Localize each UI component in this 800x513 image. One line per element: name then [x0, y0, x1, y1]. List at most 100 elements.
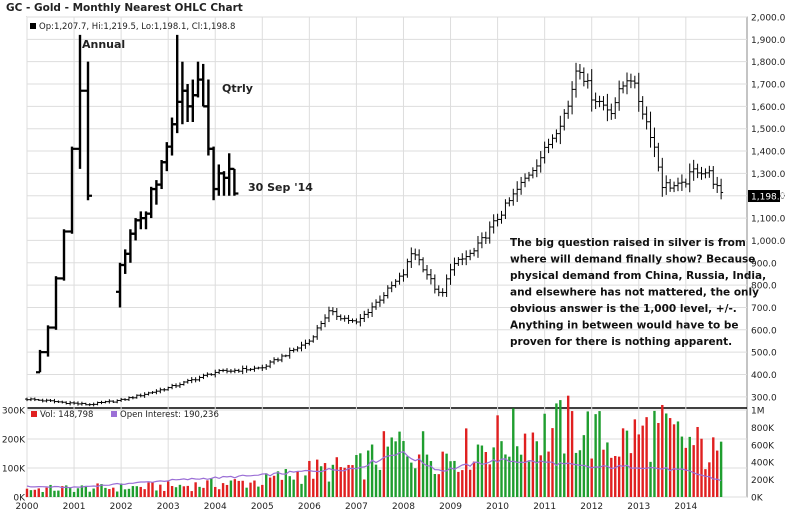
volume-right-tick-label: 600K	[751, 441, 775, 451]
volume-bar	[661, 404, 664, 497]
volume-bar	[523, 433, 527, 497]
volume-legend-text: Vol: 148,798	[40, 410, 93, 420]
volume-bar	[370, 444, 374, 497]
year-tick-label: 2012	[580, 502, 603, 512]
volume-bar	[535, 441, 539, 497]
volume-bar	[641, 425, 644, 497]
volume-bar	[406, 456, 409, 497]
volume-bar	[394, 441, 397, 497]
volume-bar	[665, 413, 668, 497]
volume-bar	[45, 487, 48, 497]
volume-bar	[214, 486, 217, 497]
oi-legend-swatch	[111, 411, 117, 417]
volume-bar	[586, 411, 589, 497]
volume-bar	[594, 414, 597, 497]
annotation-annual: Annual	[82, 38, 125, 51]
volume-bar	[198, 486, 201, 497]
volume-bar	[68, 487, 72, 497]
volume-bar	[151, 482, 154, 497]
volume-bar	[155, 490, 158, 497]
oi-legend-text: Open Interest: 190,236	[120, 410, 219, 420]
volume-bar	[65, 485, 68, 497]
volume-bar	[139, 486, 142, 497]
volume-bar	[351, 465, 354, 497]
price-tick-label: 1,800.0	[751, 58, 786, 68]
volume-bar	[472, 461, 476, 497]
volume-bar	[61, 486, 64, 497]
volume-bar	[598, 411, 601, 497]
volume-bar	[417, 454, 421, 497]
volume-bar	[531, 432, 535, 497]
price-tick-label: 300.0	[751, 393, 777, 403]
volume-bar	[217, 489, 221, 497]
volume-bar	[625, 430, 629, 497]
price-tick-label: 1,900.0	[751, 36, 786, 46]
commentary-line: where will demand finally show? Because	[510, 254, 755, 266]
volume-bar	[159, 484, 162, 497]
volume-bar	[590, 458, 593, 497]
year-tick-label: 2000	[16, 502, 39, 512]
year-tick-label: 2005	[251, 502, 274, 512]
year-tick-label: 2001	[63, 502, 86, 512]
price-tick-label: 1,100.0	[751, 215, 786, 225]
volume-bar	[29, 490, 33, 497]
volume-bar	[629, 453, 633, 497]
volume-bar	[225, 484, 229, 497]
year-tick-label: 2008	[392, 502, 415, 512]
volume-right-tick-label: 400K	[751, 459, 775, 469]
volume-bar	[104, 487, 107, 497]
price-tick-label: 800.0	[751, 282, 777, 292]
volume-bar	[276, 471, 280, 497]
axis-layer: 2,000.0 1,900.0 1,800.0 1,700.0 1,600.0 1,500…	[2, 14, 786, 513]
volume-bar	[312, 478, 315, 497]
volume-bar	[123, 489, 127, 497]
volume-bar	[319, 466, 323, 497]
volume-bar	[355, 455, 358, 497]
volume-right-tick-label: 800K	[751, 424, 775, 434]
volume-left-tick-label: 300K	[2, 407, 26, 417]
volume-bar	[708, 462, 711, 497]
volume-bar	[566, 395, 570, 497]
volume-bar	[304, 475, 307, 497]
volume-bar	[515, 446, 519, 497]
volume-bar	[186, 485, 189, 497]
volume-bar	[194, 482, 197, 497]
volume-bar	[457, 471, 460, 497]
price-tick-label: 600.0	[751, 326, 777, 336]
volume-bar	[453, 460, 456, 497]
volume-bar	[253, 480, 256, 497]
open-interest-line	[26, 451, 722, 489]
year-tick-label: 2006	[298, 502, 321, 512]
volume-bar	[147, 482, 150, 497]
volume-bar	[492, 447, 495, 497]
last-price-badge	[748, 190, 780, 203]
volume-bar	[688, 436, 691, 497]
volume-bar	[441, 451, 444, 497]
volume-bar	[221, 483, 225, 497]
volume-bar	[559, 400, 562, 497]
volume-bar	[323, 463, 327, 497]
year-tick-label: 2014	[674, 502, 697, 512]
year-tick-label: 2002	[110, 502, 133, 512]
volume-bar	[610, 457, 613, 497]
volume-bar	[657, 422, 660, 497]
volume-bar	[292, 479, 295, 497]
price-legend-swatch	[30, 23, 36, 29]
volume-bar	[425, 454, 429, 497]
volume-bar	[555, 403, 558, 497]
volume-bar	[433, 473, 437, 497]
volume-bar	[261, 484, 264, 497]
volume-bar	[668, 418, 672, 497]
price-tick-label: 400.0	[751, 371, 777, 381]
volume-bar	[119, 483, 123, 497]
volume-bar	[543, 413, 546, 497]
volume-bar	[170, 486, 174, 497]
annotation-qtrly: Qtrly	[222, 82, 253, 95]
volume-bar	[143, 489, 146, 497]
price-tick-label: 1,500.0	[751, 125, 786, 135]
volume-bar	[49, 484, 52, 497]
price-legend-text: Op:1,207.7, Hi:1,219.5, Lo:1,198.1, Cl:1…	[39, 22, 235, 32]
volume-bar	[617, 456, 621, 497]
volume-bar	[163, 490, 166, 497]
